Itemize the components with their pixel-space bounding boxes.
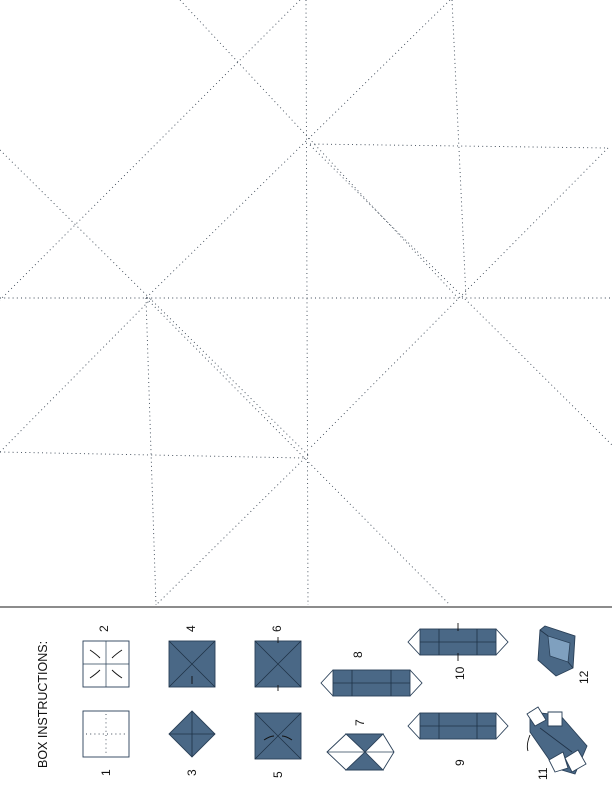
step-12-diagram — [537, 625, 576, 677]
fold-line — [0, 451, 305, 459]
step-label-11: 11 — [536, 767, 550, 780]
step-label-12: 12 — [577, 670, 591, 684]
step-4-diagram — [168, 640, 216, 688]
step-label-6: 6 — [270, 625, 284, 632]
step-label-10: 10 — [453, 666, 467, 680]
fold-line — [145, 297, 451, 606]
fold-template — [0, 0, 612, 606]
step-7-diagram — [326, 733, 395, 771]
instructions-title: BOX INSTRUCTIONS: — [36, 641, 50, 768]
fold-line — [145, 0, 451, 299]
step-2-diagram — [82, 640, 130, 688]
fold-line — [0, 297, 153, 453]
step-label-8: 8 — [351, 651, 365, 658]
fold-line — [155, 454, 309, 606]
step-label-9: 9 — [453, 759, 467, 766]
step-9-diagram — [407, 712, 509, 740]
step-label-4: 4 — [184, 625, 198, 632]
fold-line — [0, 0, 301, 301]
fold-line — [309, 143, 609, 149]
fold-line — [145, 297, 157, 606]
step-label-2: 2 — [97, 625, 111, 632]
step-10-diagram — [407, 623, 509, 661]
step-11-diagram — [526, 706, 588, 775]
fold-line — [179, 0, 459, 299]
step-1-diagram — [82, 710, 130, 758]
step-8-diagram — [320, 669, 423, 697]
step-label-5: 5 — [271, 771, 285, 778]
step-label-7: 7 — [353, 719, 367, 726]
fold-line — [451, 0, 467, 299]
fold-line — [305, 0, 309, 606]
fold-line — [0, 149, 309, 456]
step-3-diagram — [168, 710, 216, 758]
step-label-1: 1 — [99, 769, 113, 776]
step-5-diagram — [254, 712, 302, 760]
step-6-diagram — [254, 637, 302, 691]
step-label-3: 3 — [185, 769, 199, 776]
